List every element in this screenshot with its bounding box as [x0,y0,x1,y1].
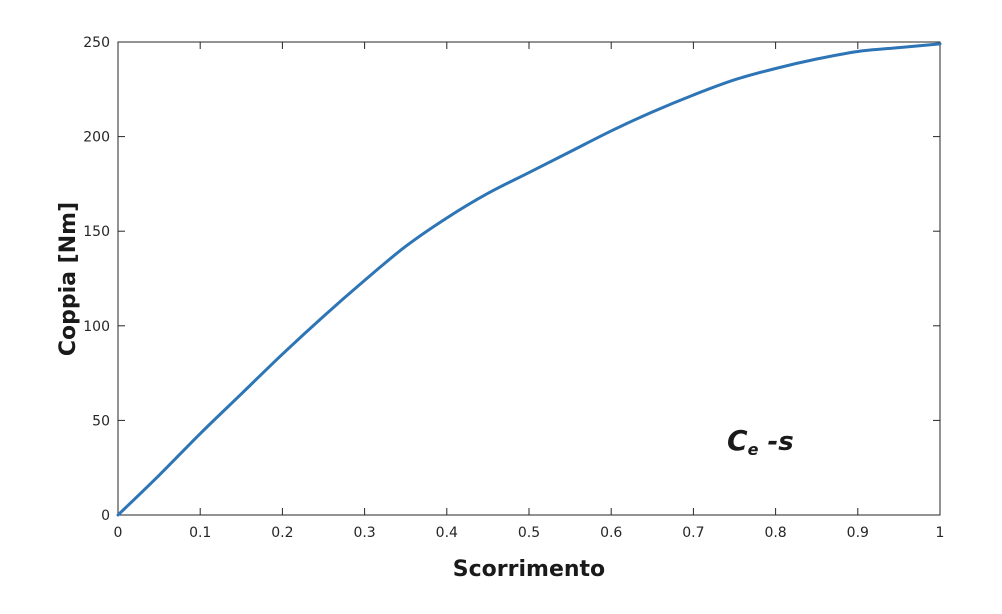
curve-annotation: Ce -s [727,424,794,459]
x-tick-label: 0.7 [682,525,704,541]
y-axis: 0 50 100 150 200 250 [83,35,940,524]
x-tick-label: 0.8 [764,525,786,541]
y-tick-label: 0 [101,508,110,524]
x-tick-label: 0.6 [600,525,622,541]
y-tick-label: 150 [83,224,110,240]
x-tick-label: 0 [114,525,123,541]
x-tick-label: 0.5 [518,525,540,541]
x-tick-label: 0.2 [271,525,293,541]
series-line [116,42,942,517]
y-tick-label: 50 [92,413,110,429]
plot-area [117,41,941,516]
x-axis-label: Scorrimento [453,557,605,582]
annotation-sub: e [748,440,759,459]
x-tick-label: 0.1 [189,525,211,541]
x-tick-label: 0.3 [353,525,375,541]
x-tick-label: 0.9 [847,525,869,541]
x-tick-label: 1 [936,525,945,541]
y-tick-label: 250 [83,35,110,51]
y-tick-label: 100 [83,319,110,335]
x-tick-label: 0.4 [436,525,458,541]
y-tick-label: 200 [83,130,110,146]
annotation-main: C [727,424,748,457]
annotation-suffix: -s [758,427,793,457]
x-axis: 0 0.1 0.2 0.3 0.4 0.5 0.6 0.7 0.8 0.9 1 [114,42,945,541]
y-axis-label: Coppia [Nm] [56,202,81,356]
